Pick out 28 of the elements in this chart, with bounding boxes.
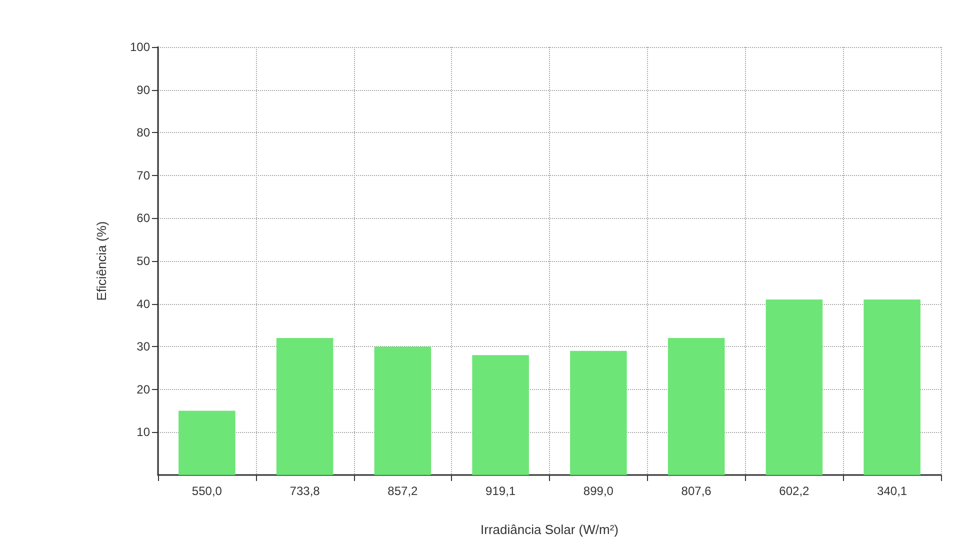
bar [276,338,334,475]
y-tick-label: 30 [136,340,150,354]
x-axis-title: Irradiância Solar (W/m²) [480,522,618,537]
bar [668,338,725,475]
y-tick-label: 100 [130,40,150,54]
y-tick-label: 20 [136,382,150,396]
bar [766,300,823,475]
bar [570,350,627,475]
y-tick-label: 70 [136,168,150,182]
y-tick-label: 40 [136,296,150,311]
x-tick-label: 899,0 [583,484,614,498]
bar [864,300,920,475]
bar [472,355,529,475]
y-tick-label: 10 [136,425,150,440]
y-tick-label: 60 [136,211,150,226]
y-tick-label: 80 [136,126,150,140]
bar [374,346,432,475]
x-tick-label: 602,2 [779,484,810,498]
x-tick-label: 340,1 [877,484,908,498]
x-tick-label: 807,6 [681,484,712,498]
x-tick-label: 733,8 [290,484,320,498]
x-tick-label: 857,2 [388,484,418,498]
y-axis-title: Eficiência (%) [94,221,109,301]
x-tick-label: 919,1 [486,484,516,498]
y-tick-label: 50 [136,254,150,268]
x-tick-label: 550,0 [192,484,222,498]
bar [178,410,236,475]
y-tick-label: 90 [136,82,150,97]
